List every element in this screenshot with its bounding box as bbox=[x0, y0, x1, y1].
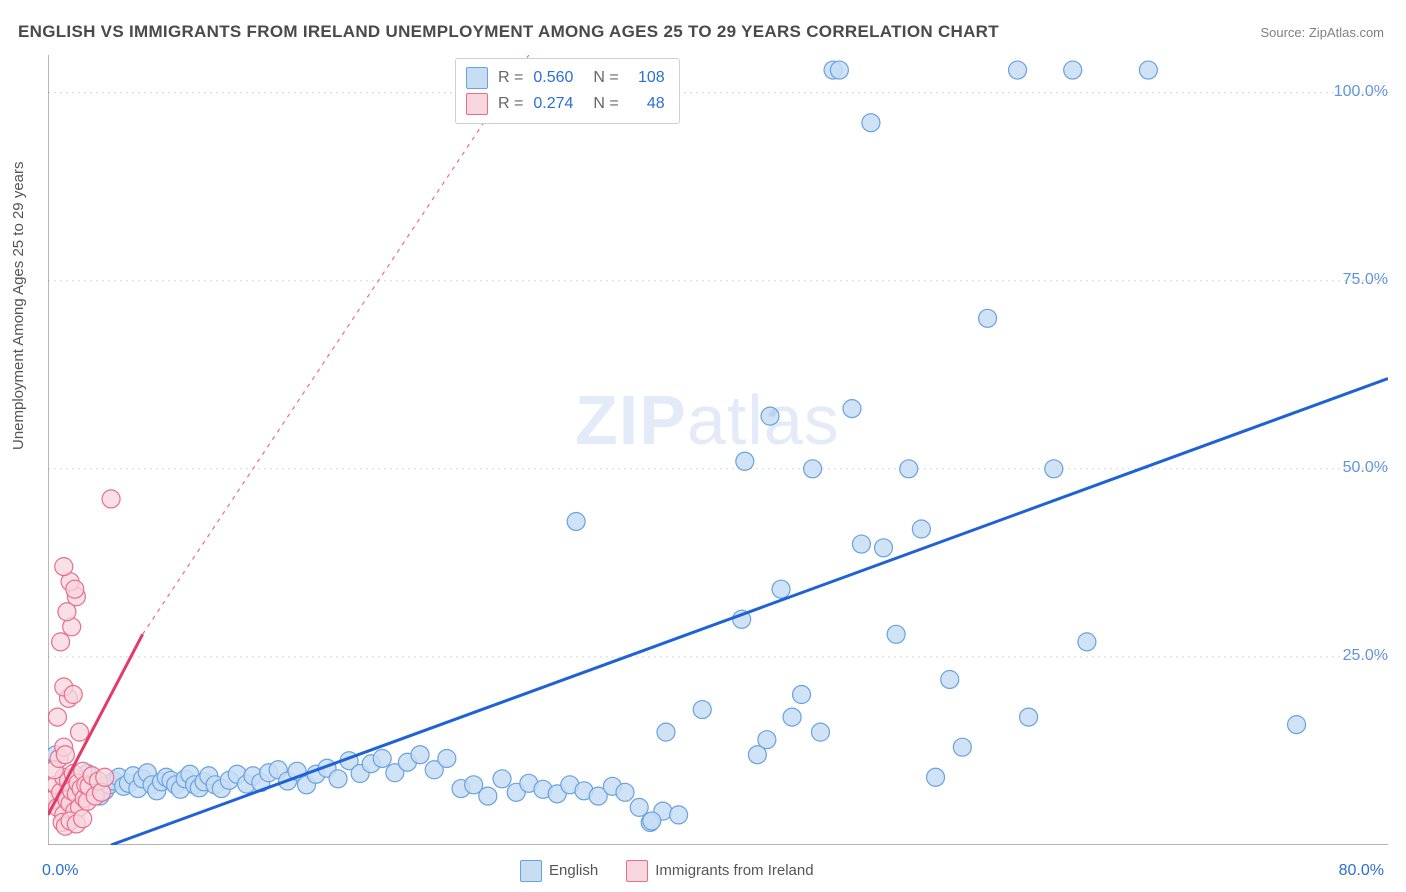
legend-item: English bbox=[520, 860, 598, 882]
x-axis-max-label: 80.0% bbox=[1339, 862, 1384, 880]
legend-bottom: English Immigrants from Ireland bbox=[520, 860, 814, 882]
y-tick-label: 100.0% bbox=[1318, 83, 1388, 101]
stats-row: R = 0.274 N = 48 bbox=[466, 91, 665, 117]
y-axis-label: Unemployment Among Ages 25 to 29 years bbox=[10, 161, 27, 450]
legend-swatch bbox=[626, 860, 648, 882]
legend-swatch bbox=[466, 93, 488, 115]
r-label: R = bbox=[498, 65, 523, 91]
legend-label: English bbox=[549, 862, 598, 879]
y-tick-label: 75.0% bbox=[1318, 271, 1388, 289]
r-label: R = bbox=[498, 91, 523, 117]
source-label: Source: ZipAtlas.com bbox=[1260, 25, 1384, 40]
legend-item: Immigrants from Ireland bbox=[626, 860, 813, 882]
legend-label: Immigrants from Ireland bbox=[655, 862, 813, 879]
r-value: 0.274 bbox=[533, 91, 583, 117]
legend-swatch bbox=[466, 67, 488, 89]
legend-swatch bbox=[520, 860, 542, 882]
stats-box: R = 0.560 N = 108 R = 0.274 N = 48 bbox=[455, 58, 680, 124]
n-label: N = bbox=[593, 91, 618, 117]
y-tick-label: 25.0% bbox=[1318, 647, 1388, 665]
n-value: 108 bbox=[629, 65, 665, 91]
x-axis-min-label: 0.0% bbox=[42, 862, 78, 880]
n-label: N = bbox=[593, 65, 618, 91]
scatter-plot bbox=[48, 55, 1388, 845]
stats-row: R = 0.560 N = 108 bbox=[466, 65, 665, 91]
chart-container: ENGLISH VS IMMIGRANTS FROM IRELAND UNEMP… bbox=[0, 0, 1406, 892]
r-value: 0.560 bbox=[533, 65, 583, 91]
y-tick-label: 50.0% bbox=[1318, 459, 1388, 477]
chart-title: ENGLISH VS IMMIGRANTS FROM IRELAND UNEMP… bbox=[18, 22, 999, 42]
n-value: 48 bbox=[629, 91, 665, 117]
